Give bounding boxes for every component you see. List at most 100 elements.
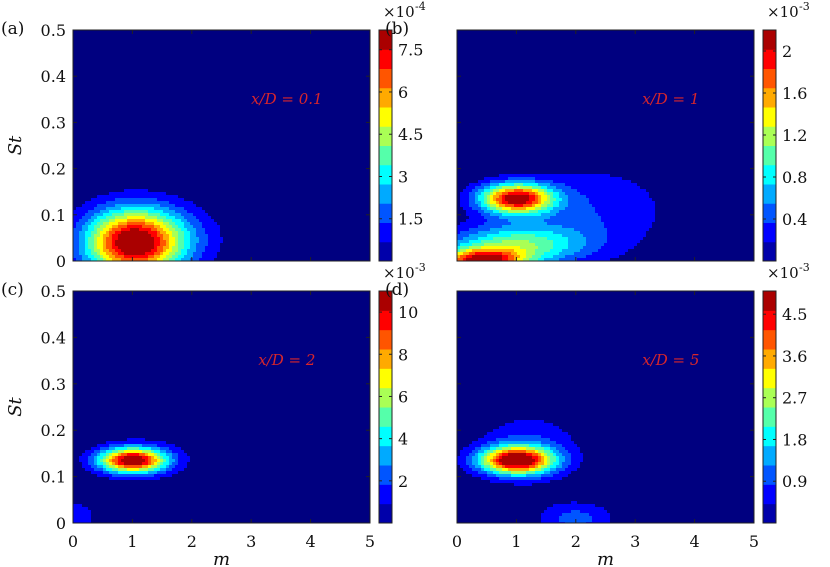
y-tick-label: 0.1 bbox=[41, 468, 66, 487]
panel-label: (c) bbox=[1, 280, 24, 300]
y-tick-label: 0.5 bbox=[41, 21, 66, 40]
panel-label: (d) bbox=[385, 280, 409, 300]
colorbar-band bbox=[763, 49, 776, 69]
colorbar-band bbox=[379, 310, 392, 331]
colorbar-band bbox=[763, 184, 776, 204]
colorbar-tick-label: 10 bbox=[398, 303, 418, 322]
x-tick-label: 2 bbox=[187, 532, 197, 551]
x-tick-label: 1 bbox=[127, 532, 137, 551]
y-tick-label: 0.2 bbox=[41, 421, 66, 440]
colorbar-tick-label: 4.5 bbox=[782, 305, 807, 324]
y-tick-label: 0 bbox=[56, 252, 66, 271]
colorbar-band bbox=[763, 310, 776, 331]
y-tick-label: 0.1 bbox=[41, 206, 66, 225]
panel-2: (b) x/D = 1 0.40.81.21.62×10 -3 bbox=[385, 0, 810, 262]
x-tick-label: 3 bbox=[246, 532, 256, 551]
colorbar-tick-label: 2 bbox=[398, 472, 408, 491]
colorbar-band bbox=[379, 484, 392, 505]
panel-4: 0 1 2 3 4 5m(d)x/D = 50.91.82.73.64.5×10 -3 bbox=[385, 261, 810, 567]
colorbar-band bbox=[379, 241, 392, 262]
annotation: x/D = 2 bbox=[258, 351, 315, 369]
x-tick-label: 3 bbox=[630, 532, 640, 551]
colorbar: 0.4 0.8 1.2 1.6 2 ×10 -3 bbox=[762, 0, 810, 262]
panel-label: (a) bbox=[1, 19, 24, 39]
colorbar: 1.5 3 4.5 6 7.5 ×10 -4 bbox=[378, 0, 426, 262]
y-tick-label: 0.3 bbox=[41, 113, 66, 132]
colorbar-band bbox=[379, 30, 392, 50]
y-tick-label: 0.2 bbox=[41, 160, 66, 179]
panel-1: 0 0.1 0.2 0.3 0.4 0.5 St (a) x/D = 0.1 1.5 3 4.5 6 7.… bbox=[1, 0, 426, 271]
colorbar-band bbox=[763, 329, 776, 350]
x-tick-label: 1 bbox=[511, 532, 521, 551]
colorbar-band bbox=[763, 387, 776, 408]
colorbar-band bbox=[379, 107, 392, 127]
colorbar-band bbox=[763, 291, 776, 311]
annotation: x/D = 5 bbox=[642, 351, 699, 369]
colorbar-band bbox=[763, 484, 776, 505]
colorbar-tick-label: 4 bbox=[398, 430, 408, 449]
colorbar-tick-label: 8 bbox=[398, 345, 408, 364]
colorbar-band bbox=[379, 329, 392, 350]
heatmap-field bbox=[73, 30, 370, 261]
colorbar-band bbox=[379, 145, 392, 166]
colorbar-band bbox=[379, 68, 392, 89]
x-tick-label: 2 bbox=[571, 532, 581, 551]
heatmap-field bbox=[73, 291, 370, 523]
colorbar-tick-label: 1.8 bbox=[782, 430, 807, 449]
y-tick-label: 0.4 bbox=[41, 67, 66, 86]
colorbar-band bbox=[379, 203, 392, 223]
colorbar-band bbox=[763, 445, 776, 466]
colorbar-multiplier-exponent: -3 bbox=[799, 0, 810, 13]
x-tick-label: 4 bbox=[306, 532, 316, 551]
colorbar-band bbox=[379, 184, 392, 204]
colorbar-band bbox=[763, 503, 776, 524]
y-axis-label: St bbox=[5, 135, 26, 155]
x-axis-label: m bbox=[597, 549, 614, 567]
colorbar-band bbox=[763, 107, 776, 127]
colorbar-multiplier: ×10 bbox=[383, 264, 415, 282]
colorbar-tick-label: 0.8 bbox=[782, 168, 807, 187]
colorbar-band bbox=[379, 87, 392, 108]
colorbar-band bbox=[379, 503, 392, 524]
colorbar-band bbox=[763, 68, 776, 89]
annotation: x/D = 1 bbox=[642, 90, 699, 108]
x-tick-label: 0 bbox=[452, 532, 462, 551]
x-tick-label: 4 bbox=[690, 532, 700, 551]
colorbar-multiplier: ×10 bbox=[767, 264, 799, 282]
panel-label: (b) bbox=[385, 19, 409, 39]
colorbar-band bbox=[763, 368, 776, 389]
colorbar-tick-label: 2.7 bbox=[782, 389, 807, 408]
colorbar-band bbox=[763, 145, 776, 166]
colorbar-band bbox=[763, 241, 776, 262]
plot-frame bbox=[72, 290, 371, 524]
x-tick-label: 5 bbox=[749, 532, 759, 551]
colorbar-band bbox=[379, 349, 392, 369]
colorbar-band bbox=[763, 203, 776, 223]
colorbar-band bbox=[379, 407, 392, 427]
colorbar-tick-label: 4.5 bbox=[398, 125, 423, 144]
plot-frame bbox=[456, 290, 755, 524]
colorbar-band bbox=[763, 87, 776, 108]
plot-frame bbox=[456, 29, 755, 262]
colorbar-band bbox=[763, 407, 776, 427]
annotation: x/D = 0.1 bbox=[251, 90, 323, 108]
colorbar-tick-label: 6 bbox=[398, 83, 408, 102]
colorbar-frame bbox=[378, 29, 393, 262]
heatmap-field bbox=[457, 30, 754, 261]
colorbar-band bbox=[763, 164, 776, 185]
colorbar-band bbox=[763, 426, 776, 447]
colorbar-band bbox=[379, 368, 392, 389]
y-tick-label: 0.3 bbox=[41, 375, 66, 394]
colorbar-multiplier-exponent: -3 bbox=[415, 261, 426, 274]
y-tick-label: 0.4 bbox=[41, 328, 66, 347]
colorbar-tick-label: 3 bbox=[398, 167, 408, 186]
colorbar-multiplier: ×10 bbox=[767, 3, 799, 21]
colorbar-band bbox=[379, 445, 392, 466]
colorbar-frame bbox=[378, 290, 393, 524]
colorbar-tick-label: 0.9 bbox=[782, 472, 807, 491]
colorbar-band bbox=[379, 222, 392, 243]
colorbar-band bbox=[763, 126, 776, 146]
colorbar-band bbox=[763, 30, 776, 50]
colorbar-multiplier-exponent: -4 bbox=[415, 0, 426, 13]
